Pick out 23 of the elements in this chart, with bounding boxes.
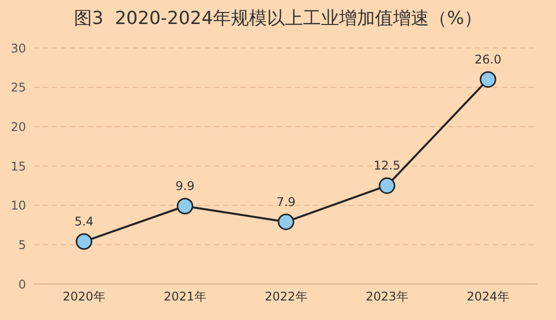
data-label: 12.5 bbox=[374, 158, 400, 173]
y-tick-label: 30 bbox=[10, 41, 26, 56]
point bbox=[378, 177, 396, 194]
y-tick-label: 15 bbox=[10, 159, 26, 174]
point bbox=[76, 233, 92, 250]
point bbox=[480, 71, 496, 88]
y-tick-label: 25 bbox=[10, 80, 26, 95]
data-label: 7.9 bbox=[276, 194, 296, 209]
data-label: 5.4 bbox=[74, 214, 94, 229]
x-tick-label: 2021年 bbox=[164, 290, 206, 304]
y-tick-label: 20 bbox=[10, 120, 26, 134]
y-tick-label: 5 bbox=[18, 238, 26, 252]
chart-title: 图3 2020-2024年规模以上工业增加值增速（%） bbox=[72, 7, 484, 30]
x-tick-label: 2020年 bbox=[62, 290, 106, 304]
y-tick-label: 0 bbox=[18, 277, 26, 292]
point bbox=[176, 198, 194, 214]
x-tick-label: 2024年 bbox=[466, 290, 510, 304]
data-label: 9.9 bbox=[175, 179, 195, 194]
x-tick-label: 2022年 bbox=[264, 290, 308, 304]
x-tick-label: 2023年 bbox=[366, 290, 408, 304]
point bbox=[278, 214, 294, 230]
y-tick-label: 10 bbox=[10, 198, 26, 213]
data-label: 26.0 bbox=[474, 52, 502, 66]
